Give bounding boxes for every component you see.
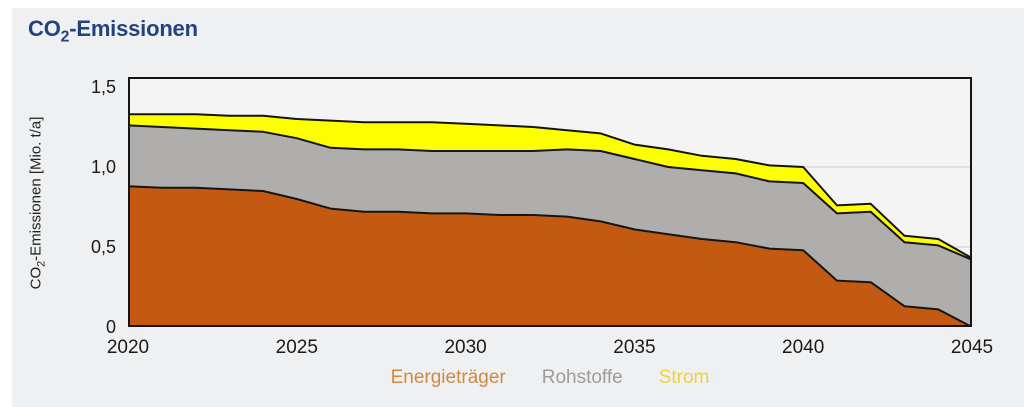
- energietraeger-area: [128, 186, 972, 327]
- x-tick-label-2020: 2020: [106, 337, 150, 358]
- y-axis-title-suffix: -Emissionen [Mio. t/a]: [27, 116, 45, 261]
- legend-item-strom: Strom: [658, 367, 710, 388]
- chart-title-subscript: 2: [60, 28, 70, 46]
- chart-title: CO2-Emissionen: [28, 16, 198, 46]
- x-tick-label-2030: 2030: [444, 337, 487, 358]
- y-tick-label-0: 0: [105, 317, 116, 337]
- x-tick-label-2040: 2040: [782, 337, 825, 358]
- rohstoffe-boundary-line: [128, 124, 972, 261]
- plot-area: [128, 77, 972, 327]
- legend: Energieträger Rohstoffe Strom: [128, 367, 972, 389]
- y-tick-label-1-5: 1,5: [90, 77, 116, 97]
- chart-title-text: CO: [28, 16, 61, 41]
- legend-item-energietraeger: Energieträger: [390, 367, 506, 388]
- plot-frame: [128, 77, 972, 327]
- x-tick-label-2045: 2045: [950, 337, 994, 358]
- legend-item-rohstoffe: Rohstoffe: [541, 367, 623, 388]
- y-tick-label-1-0: 1,0: [90, 157, 116, 177]
- x-tick-label-2035: 2035: [613, 337, 656, 358]
- strom-boundary-line: [128, 113, 972, 260]
- energietraeger-boundary-line: [128, 185, 972, 327]
- chart-title-suffix: -Emissionen: [69, 16, 198, 41]
- rohstoffe-area: [128, 125, 972, 327]
- x-tick-label-2025: 2025: [275, 337, 318, 358]
- y-axis-title-text: CO: [27, 266, 45, 290]
- y-tick-label-0-5: 0,5: [90, 237, 116, 257]
- y-axis-title: CO2-Emissionen [Mio. t/a]: [27, 116, 48, 290]
- y-axis-title-subscript: 2: [35, 260, 48, 267]
